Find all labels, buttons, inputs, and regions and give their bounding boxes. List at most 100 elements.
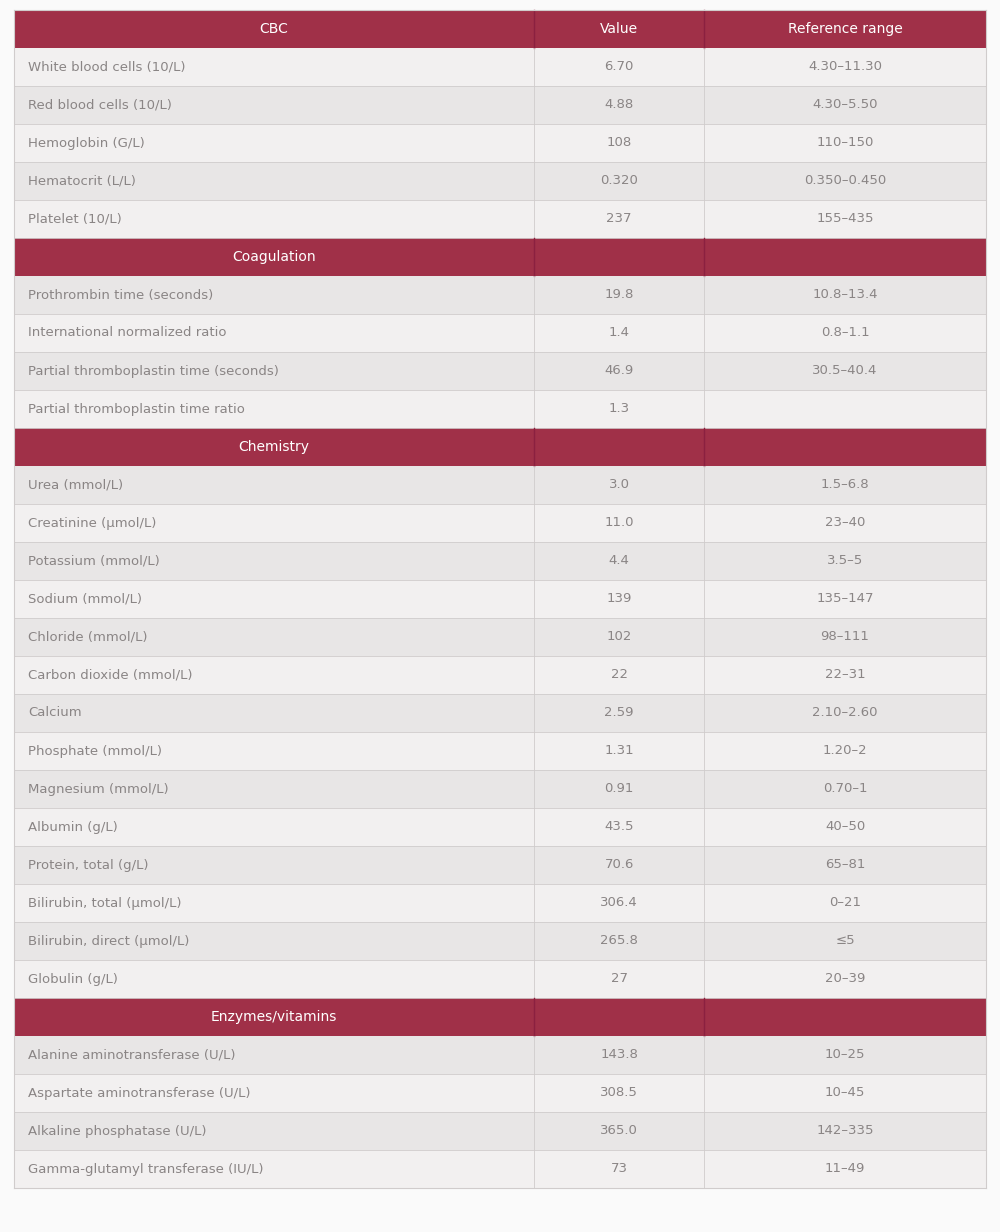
Bar — [14, 694, 534, 732]
Text: Alkaline phosphatase (U/L): Alkaline phosphatase (U/L) — [28, 1125, 207, 1137]
Text: 11.0: 11.0 — [604, 516, 634, 530]
Text: Bilirubin, total (μmol/L): Bilirubin, total (μmol/L) — [28, 897, 182, 909]
Text: 0.8–1.1: 0.8–1.1 — [821, 326, 869, 340]
Text: 73: 73 — [611, 1163, 628, 1175]
Text: White blood cells (10/L): White blood cells (10/L) — [28, 60, 186, 74]
Bar — [534, 542, 704, 580]
Text: 4.4: 4.4 — [609, 554, 630, 568]
Text: 2.10–2.60: 2.10–2.60 — [812, 706, 878, 719]
Text: 0–21: 0–21 — [829, 897, 861, 909]
Text: 2.59: 2.59 — [604, 706, 634, 719]
Text: 1.31: 1.31 — [604, 744, 634, 758]
Text: 142–335: 142–335 — [816, 1125, 874, 1137]
Text: 23–40: 23–40 — [825, 516, 865, 530]
Bar — [704, 86, 986, 124]
Bar — [14, 161, 534, 200]
Text: Potassium (mmol/L): Potassium (mmol/L) — [28, 554, 160, 568]
Bar — [534, 770, 704, 808]
Text: Magnesium (mmol/L): Magnesium (mmol/L) — [28, 782, 169, 796]
Bar — [534, 161, 704, 200]
Bar — [14, 504, 534, 542]
Bar — [534, 391, 704, 428]
Bar — [14, 960, 534, 998]
Text: 143.8: 143.8 — [600, 1048, 638, 1062]
Bar — [704, 1036, 986, 1074]
Text: Chloride (mmol/L): Chloride (mmol/L) — [28, 631, 148, 643]
Bar — [704, 161, 986, 200]
Bar — [14, 86, 534, 124]
Bar — [704, 428, 986, 466]
Bar — [704, 960, 986, 998]
Text: Reference range: Reference range — [788, 22, 902, 36]
Text: Partial thromboplastin time ratio: Partial thromboplastin time ratio — [28, 403, 245, 415]
Bar — [534, 466, 704, 504]
Bar — [534, 618, 704, 655]
Bar — [534, 1149, 704, 1188]
Text: 40–50: 40–50 — [825, 821, 865, 834]
Bar — [704, 542, 986, 580]
Text: Partial thromboplastin time (seconds): Partial thromboplastin time (seconds) — [28, 365, 279, 377]
Text: 43.5: 43.5 — [604, 821, 634, 834]
Text: 46.9: 46.9 — [604, 365, 634, 377]
Bar — [14, 466, 534, 504]
Text: Hemoglobin (G/L): Hemoglobin (G/L) — [28, 137, 145, 149]
Bar — [534, 276, 704, 314]
Bar — [14, 276, 534, 314]
Bar — [14, 655, 534, 694]
Bar — [534, 885, 704, 922]
Text: Hematocrit (L/L): Hematocrit (L/L) — [28, 175, 136, 187]
Bar — [534, 1036, 704, 1074]
Bar — [704, 694, 986, 732]
Text: Carbon dioxide (mmol/L): Carbon dioxide (mmol/L) — [28, 669, 192, 681]
Bar — [704, 200, 986, 238]
Text: Phosphate (mmol/L): Phosphate (mmol/L) — [28, 744, 162, 758]
Text: 11–49: 11–49 — [825, 1163, 865, 1175]
Bar — [704, 314, 986, 352]
Bar — [534, 10, 704, 48]
Text: Calcium: Calcium — [28, 706, 82, 719]
Text: 306.4: 306.4 — [600, 897, 638, 909]
Text: Value: Value — [600, 22, 638, 36]
Text: Bilirubin, direct (μmol/L): Bilirubin, direct (μmol/L) — [28, 935, 189, 947]
Text: 265.8: 265.8 — [600, 935, 638, 947]
Text: 98–111: 98–111 — [821, 631, 869, 643]
Text: 110–150: 110–150 — [816, 137, 874, 149]
Bar — [534, 1074, 704, 1112]
Text: Globulin (g/L): Globulin (g/L) — [28, 972, 118, 986]
Text: 20–39: 20–39 — [825, 972, 865, 986]
Bar — [14, 1074, 534, 1112]
Text: 0.350–0.450: 0.350–0.450 — [804, 175, 886, 187]
Text: 155–435: 155–435 — [816, 212, 874, 225]
Bar — [534, 48, 704, 86]
Text: 10.8–13.4: 10.8–13.4 — [812, 288, 878, 302]
Bar — [534, 238, 704, 276]
Text: 10–25: 10–25 — [825, 1048, 865, 1062]
Text: 1.20–2: 1.20–2 — [823, 744, 867, 758]
Bar — [14, 732, 534, 770]
Bar — [14, 885, 534, 922]
Bar — [704, 732, 986, 770]
Bar — [14, 770, 534, 808]
Text: 237: 237 — [606, 212, 632, 225]
Bar — [704, 504, 986, 542]
Text: Gamma-glutamyl transferase (IU/L): Gamma-glutamyl transferase (IU/L) — [28, 1163, 264, 1175]
Text: Protein, total (g/L): Protein, total (g/L) — [28, 859, 148, 871]
Bar — [14, 998, 534, 1036]
Text: Urea (mmol/L): Urea (mmol/L) — [28, 478, 123, 492]
Bar — [14, 352, 534, 391]
Text: 139: 139 — [606, 593, 632, 605]
Bar — [704, 391, 986, 428]
Text: Albumin (g/L): Albumin (g/L) — [28, 821, 118, 834]
Bar — [704, 352, 986, 391]
Text: 70.6: 70.6 — [604, 859, 634, 871]
Text: Enzymes/vitamins: Enzymes/vitamins — [211, 1010, 337, 1024]
Text: Coagulation: Coagulation — [232, 250, 316, 264]
Text: 22: 22 — [611, 669, 628, 681]
Text: 4.30–5.50: 4.30–5.50 — [812, 99, 878, 112]
Bar — [14, 542, 534, 580]
Bar — [704, 238, 986, 276]
Bar — [14, 808, 534, 846]
Text: Aspartate aminotransferase (U/L): Aspartate aminotransferase (U/L) — [28, 1087, 250, 1099]
Text: 102: 102 — [606, 631, 632, 643]
Text: 0.91: 0.91 — [604, 782, 634, 796]
